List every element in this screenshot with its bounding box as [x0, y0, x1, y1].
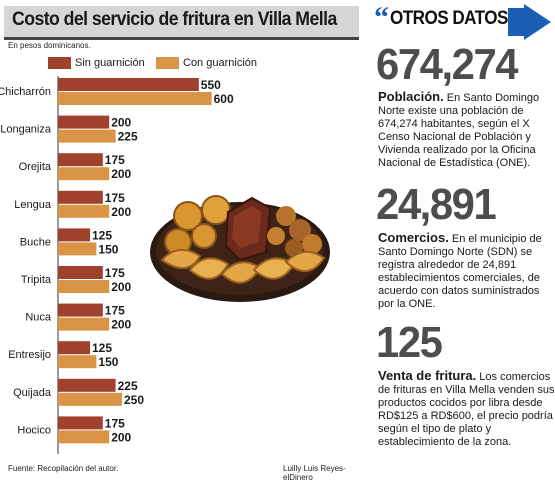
data-label-longaniza-sin-guarnicion: 200 — [111, 116, 131, 130]
data-label-hocico-con-guarnicion: 200 — [111, 430, 131, 444]
data-label-hocico-sin-guarnicion: 175 — [105, 416, 125, 430]
data-label-nuca-con-guarnicion: 200 — [111, 318, 131, 332]
fact-lead-venta: Venta de fritura. — [378, 368, 477, 383]
side-header-title: OTROS DATOS — [390, 8, 508, 29]
category-label-quijada: Quijada — [13, 387, 52, 399]
category-label-hocico: Hocico — [17, 424, 51, 436]
bar-hocico-con-guarnicion — [58, 430, 110, 444]
bar-buche-sin-guarnicion — [58, 228, 90, 242]
fact-body-poblacion: En Santo Domingo Norte existe una poblac… — [378, 92, 540, 169]
data-label-lengua-sin-guarnicion: 175 — [105, 191, 125, 205]
chart-title-bar: Costo del servicio de fritura en Villa M… — [4, 6, 359, 40]
legend-label-sin-guarnicion: Sin guarnición — [75, 57, 145, 69]
fact-body-comercios: En el municipio de Santo Domingo Norte (… — [378, 233, 542, 310]
bar-longaniza-con-guarnicion — [58, 129, 116, 143]
data-label-orejita-con-guarnicion: 200 — [111, 167, 131, 181]
data-label-chicharron-sin-guarnicion: 550 — [201, 78, 221, 92]
bar-nuca-con-guarnicion — [58, 317, 110, 331]
fact-text-poblacion: Población. En Santo Domingo Norte existe… — [378, 90, 555, 170]
category-label-nuca: Nuca — [25, 312, 52, 324]
bar-longaniza-sin-guarnicion — [58, 115, 110, 129]
data-label-entresijo-con-guarnicion: 150 — [98, 355, 118, 369]
bar-nuca-sin-guarnicion — [58, 303, 103, 317]
legend-swatch-con-guarnicion — [156, 57, 179, 69]
fact-text-venta: Venta de fritura. Los comercios de fritu… — [378, 369, 555, 449]
category-label-buche: Buche — [20, 236, 51, 248]
fact-lead-comercios: Comercios. — [378, 230, 449, 245]
bar-entresijo-sin-guarnicion — [58, 341, 90, 355]
fritura-plate-illustration — [150, 195, 330, 302]
data-label-chicharron-con-guarnicion: 600 — [214, 92, 234, 106]
source-note: Fuente: Recopilación del autor. — [8, 464, 119, 473]
fact-lead-poblacion: Población. — [378, 89, 444, 104]
bar-orejita-sin-guarnicion — [58, 153, 103, 167]
chart-panel: Costo del servicio de fritura en Villa M… — [0, 6, 359, 482]
data-label-tripita-con-guarnicion: 200 — [111, 280, 131, 294]
data-label-entresijo-sin-guarnicion: 125 — [92, 341, 112, 355]
fact-number-comercios: 24,891 — [376, 180, 497, 229]
bar-lengua-sin-guarnicion — [58, 190, 103, 204]
bar-chicharron-con-guarnicion — [58, 92, 212, 105]
quote-icon: “ — [374, 1, 389, 34]
legend-label-con-guarnicion: Con guarnición — [183, 57, 257, 69]
category-label-orejita: Orejita — [19, 161, 52, 173]
category-label-entresijo: Entresijo — [8, 349, 51, 361]
legend-item-sin-guarnicion: Sin guarnición — [48, 56, 145, 70]
data-label-quijada-con-guarnicion: 250 — [124, 393, 144, 407]
bar-quijada-sin-guarnicion — [58, 378, 116, 392]
data-label-tripita-sin-guarnicion: 175 — [105, 266, 125, 280]
bar-orejita-con-guarnicion — [58, 167, 110, 181]
data-label-lengua-con-guarnicion: 200 — [111, 205, 131, 219]
chart-title: Costo del servicio de fritura en Villa M… — [12, 9, 337, 30]
bar-quijada-con-guarnicion — [58, 392, 122, 406]
data-label-buche-con-guarnicion: 150 — [98, 242, 118, 256]
data-label-nuca-sin-guarnicion: 175 — [105, 304, 125, 318]
data-label-orejita-sin-guarnicion: 175 — [105, 153, 125, 167]
legend-item-con-guarnicion: Con guarnición — [156, 56, 257, 70]
legend-swatch-sin-guarnicion — [48, 57, 71, 69]
bar-tripita-sin-guarnicion — [58, 266, 103, 279]
fact-text-comercios: Comercios. En el municipio de Santo Domi… — [378, 231, 555, 311]
bar-entresijo-con-guarnicion — [58, 355, 97, 369]
author-credit: Luilly Luis Reyes-elDinero — [283, 464, 346, 482]
bar-tripita-con-guarnicion — [58, 280, 110, 293]
bar-chicharron-sin-guarnicion — [58, 78, 199, 91]
side-header-arrow — [374, 4, 551, 40]
category-label-longaniza: Longaniza — [0, 124, 52, 136]
category-label-lengua: Lengua — [14, 199, 52, 211]
category-label-chicharron: Chicharrón — [0, 86, 51, 98]
data-label-buche-sin-guarnicion: 125 — [92, 228, 112, 242]
chart-subtitle: En pesos dominicanos. — [8, 41, 91, 50]
bar-hocico-sin-guarnicion — [58, 416, 103, 430]
bar-buche-con-guarnicion — [58, 242, 97, 256]
fact-number-poblacion: 674,274 — [376, 40, 519, 89]
bar-lengua-con-guarnicion — [58, 204, 110, 218]
side-panel: “ OTROS DATOS 674,274 Población. En Sant… — [370, 0, 555, 480]
data-label-longaniza-con-guarnicion: 225 — [118, 130, 138, 144]
fact-body-venta: Los comercios de frituras en Villa Mella… — [378, 371, 555, 448]
fact-number-venta: 125 — [376, 318, 443, 367]
category-label-tripita: Tripita — [21, 274, 52, 286]
data-label-quijada-sin-guarnicion: 225 — [118, 379, 138, 393]
